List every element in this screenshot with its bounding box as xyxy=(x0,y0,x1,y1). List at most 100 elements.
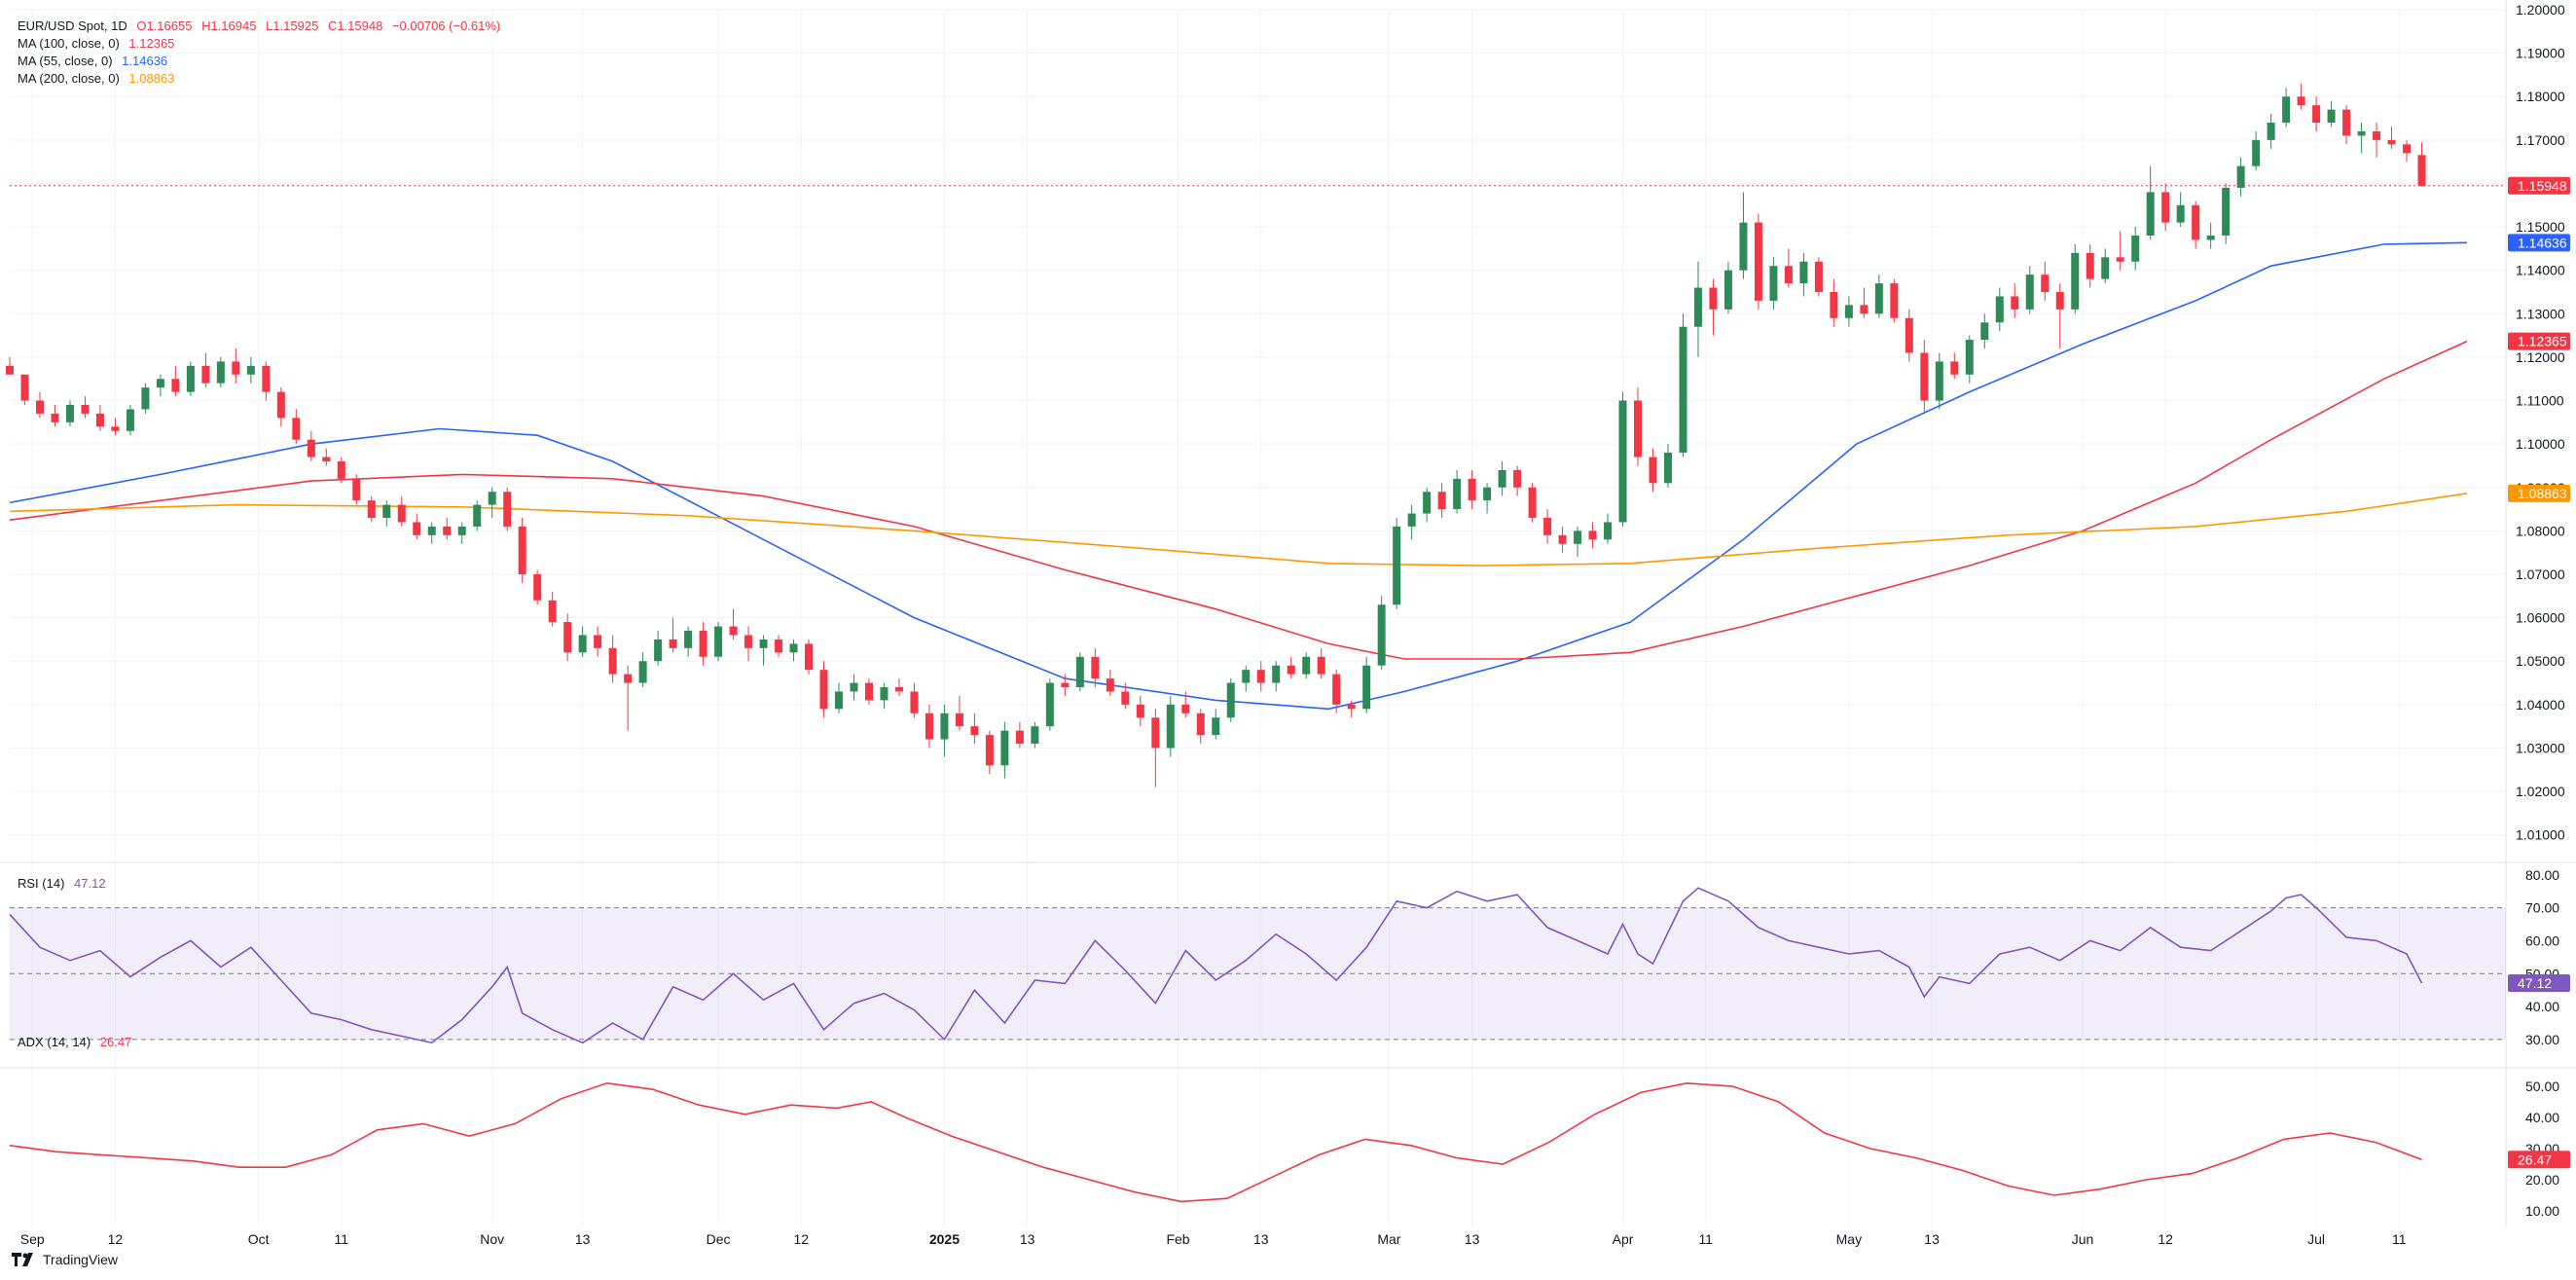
rsi-tag: 47.12 xyxy=(2518,975,2552,991)
x-tick-label: Jul xyxy=(2307,1231,2325,1247)
candle-body xyxy=(171,379,180,392)
ma100-legend[interactable]: MA (100, close, 0) 1.12365 xyxy=(18,35,180,53)
candle-body xyxy=(533,574,542,601)
ma200-line xyxy=(9,493,2468,567)
candle-body xyxy=(1151,717,1160,749)
candle-body xyxy=(1649,457,1657,484)
candle-body xyxy=(262,365,271,392)
candle-body xyxy=(880,687,889,701)
adx-tag-bg xyxy=(2508,1151,2570,1169)
candle-body xyxy=(638,661,647,683)
candle-body xyxy=(1784,266,1793,284)
x-tick-label: Oct xyxy=(248,1231,270,1247)
candle-body xyxy=(1663,453,1672,484)
candle-body xyxy=(216,361,225,384)
rsi-tick-label: 80.00 xyxy=(2525,867,2559,883)
candle-body xyxy=(594,635,602,648)
candle-body xyxy=(2417,155,2426,186)
candle-body xyxy=(834,691,843,710)
candle-body xyxy=(1965,340,1974,375)
candle-body xyxy=(2055,292,2064,310)
candle-body xyxy=(457,526,466,535)
candle-body xyxy=(307,439,315,457)
brand-name: TradingView xyxy=(43,1252,119,1267)
ma200-label: MA (200, close, 0) xyxy=(18,71,120,86)
candle-body xyxy=(1860,305,1869,314)
candle-body xyxy=(201,365,210,384)
candle-body xyxy=(1844,305,1853,318)
x-tick-label: Feb xyxy=(1166,1231,1189,1247)
candle-body xyxy=(1483,487,1492,501)
candle-body xyxy=(970,726,979,736)
candle-body xyxy=(2373,130,2381,140)
candle-body xyxy=(2011,296,2019,310)
candle-body xyxy=(729,626,738,636)
candle-body xyxy=(1920,352,1929,401)
candle-body xyxy=(1588,530,1597,540)
candle-body xyxy=(2312,105,2321,123)
adx-tick-label: 20.00 xyxy=(2525,1172,2559,1188)
x-tick-label: 11 xyxy=(335,1231,349,1247)
candle-body xyxy=(2327,109,2336,123)
price-tick-label: 1.17000 xyxy=(2516,132,2565,148)
ma55-legend[interactable]: MA (55, close, 0) 1.14636 xyxy=(18,53,173,70)
candle-body xyxy=(51,413,59,422)
candle-body xyxy=(1558,534,1567,544)
ma200-value: 1.08863 xyxy=(128,71,175,86)
x-tick-label: May xyxy=(1836,1231,1862,1247)
candle-body xyxy=(2387,139,2396,145)
ohlc-close: C1.15948 xyxy=(327,18,383,33)
x-tick-label: 13 xyxy=(1020,1231,1035,1247)
candle-body xyxy=(2403,144,2412,154)
price-tick-label: 1.06000 xyxy=(2516,610,2565,626)
candle-body xyxy=(1543,518,1552,535)
candle-body xyxy=(1769,266,1778,301)
candle-body xyxy=(1423,492,1432,514)
candle-body xyxy=(1935,361,1943,401)
candle-body xyxy=(2146,192,2155,236)
candle-body xyxy=(1136,704,1144,718)
adx-legend[interactable]: ADX (14, 14) 26.47 xyxy=(18,1034,137,1051)
price-tick-label: 1.20000 xyxy=(2516,2,2565,18)
candle-body xyxy=(894,687,903,692)
candle-body xyxy=(2101,257,2110,279)
x-tick-label: 11 xyxy=(2392,1231,2407,1247)
candle-body xyxy=(1212,717,1220,736)
rsi-tick-label: 60.00 xyxy=(2525,933,2559,948)
x-tick-label: 13 xyxy=(575,1231,591,1247)
symbol-legend: EUR/USD Spot, 1D O1.16655 H1.16945 L1.15… xyxy=(18,18,506,35)
candle-body xyxy=(382,504,391,518)
ma200-legend[interactable]: MA (200, close, 0) 1.08863 xyxy=(18,70,180,88)
candle-body xyxy=(1604,522,1613,540)
candle-body xyxy=(910,691,919,713)
ma100-label: MA (100, close, 0) xyxy=(18,36,120,51)
tradingview-brand[interactable]: TradingView xyxy=(12,1252,118,1267)
candle-body xyxy=(1226,682,1235,718)
candle-body xyxy=(443,526,452,535)
candle-body xyxy=(1739,222,1748,271)
price-tick-label: 1.14000 xyxy=(2516,263,2565,278)
ma200-tag-bg xyxy=(2508,484,2570,502)
adx-tick-label: 50.00 xyxy=(2525,1079,2559,1094)
rsi-value: 47.12 xyxy=(74,876,106,891)
candle-body xyxy=(714,626,723,657)
candle-body xyxy=(1950,361,1959,375)
candle-body xyxy=(1045,682,1054,727)
x-tick-label: 12 xyxy=(793,1231,809,1247)
candle-body xyxy=(1000,730,1009,766)
candle-body xyxy=(1498,469,1506,488)
price-tick-label: 1.11000 xyxy=(2516,393,2564,409)
ohlc-high: H1.16945 xyxy=(201,18,257,33)
rsi-legend[interactable]: RSI (14) 47.12 xyxy=(18,875,112,893)
candle-body xyxy=(413,522,421,535)
x-tick-label: 13 xyxy=(1253,1231,1269,1247)
candle-body xyxy=(141,387,150,410)
price-tick-label: 1.19000 xyxy=(2516,46,2565,61)
candle-body xyxy=(276,391,285,419)
candle-body xyxy=(2297,96,2305,106)
candle-body xyxy=(1256,670,1265,683)
candle-body xyxy=(1091,656,1100,679)
price-tick-label: 1.13000 xyxy=(2516,306,2565,321)
price-tick-label: 1.03000 xyxy=(2516,740,2565,755)
